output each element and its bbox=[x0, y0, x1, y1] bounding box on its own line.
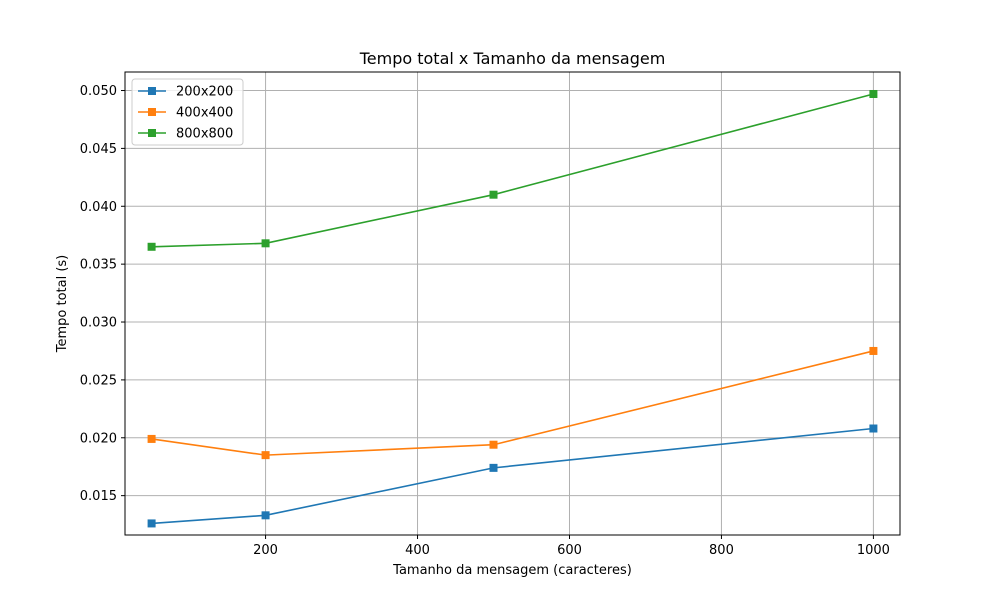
data-point-marker bbox=[147, 519, 156, 528]
legend-label: 800x800 bbox=[176, 127, 233, 142]
legend: 200x200 400x400 800x800 bbox=[131, 78, 244, 146]
data-point-marker bbox=[869, 424, 878, 433]
data-point-marker bbox=[869, 89, 878, 98]
x-tick-label: 600 bbox=[557, 543, 582, 558]
y-tick-label: 0.025 bbox=[80, 373, 117, 388]
grid bbox=[125, 72, 900, 535]
legend-marker bbox=[148, 87, 156, 95]
data-point-marker bbox=[261, 451, 270, 460]
y-tick-label: 0.015 bbox=[80, 489, 117, 504]
y-tick-label: 0.030 bbox=[80, 316, 117, 331]
x-tick-label: 200 bbox=[253, 543, 278, 558]
x-axis-label: Tamanho da mensagem (caracteres) bbox=[392, 563, 632, 578]
data-point-marker bbox=[869, 346, 878, 355]
series-800x800 bbox=[147, 89, 878, 251]
chart-title: Tempo total x Tamanho da mensagem bbox=[359, 49, 666, 68]
series-line bbox=[151, 427, 874, 525]
y-tick-label: 0.040 bbox=[80, 200, 117, 215]
data-point-marker bbox=[489, 463, 498, 472]
data-point-marker bbox=[261, 239, 270, 248]
plot-area-frame bbox=[124, 71, 901, 536]
data-point-marker bbox=[489, 440, 498, 449]
legend-entries: 200x200 400x400 800x800 bbox=[138, 85, 233, 142]
axes: 200 400 600 800 1000 0.015 0.020 0.025 0.030 0.03… bbox=[80, 84, 890, 558]
series-layer bbox=[147, 89, 878, 528]
series-line bbox=[151, 350, 874, 456]
data-point-marker bbox=[489, 190, 498, 199]
legend-entry: 800x800 bbox=[138, 127, 233, 142]
series-200x200 bbox=[147, 424, 878, 528]
x-tick-label: 1000 bbox=[857, 543, 890, 558]
legend-label: 400x400 bbox=[176, 106, 233, 121]
legend-entry: 400x400 bbox=[138, 106, 233, 121]
data-point-marker bbox=[147, 434, 156, 443]
data-point-marker bbox=[261, 511, 270, 520]
legend-marker bbox=[148, 129, 156, 137]
y-tick-label: 0.020 bbox=[80, 431, 117, 446]
y-tick-label: 0.035 bbox=[80, 258, 117, 273]
legend-label: 200x200 bbox=[176, 85, 233, 100]
legend-marker bbox=[148, 108, 156, 116]
series-400x400 bbox=[147, 346, 878, 460]
y-tick-label: 0.050 bbox=[80, 84, 117, 99]
x-tick-label: 400 bbox=[405, 543, 430, 558]
legend-box bbox=[131, 78, 244, 146]
legend-entry: 200x200 bbox=[138, 85, 233, 100]
y-tick-label: 0.045 bbox=[80, 142, 117, 157]
x-tick-label: 800 bbox=[709, 543, 734, 558]
series-line bbox=[151, 93, 874, 248]
y-axis-label: Tempo total (s) bbox=[55, 255, 70, 354]
data-point-marker bbox=[147, 242, 156, 251]
